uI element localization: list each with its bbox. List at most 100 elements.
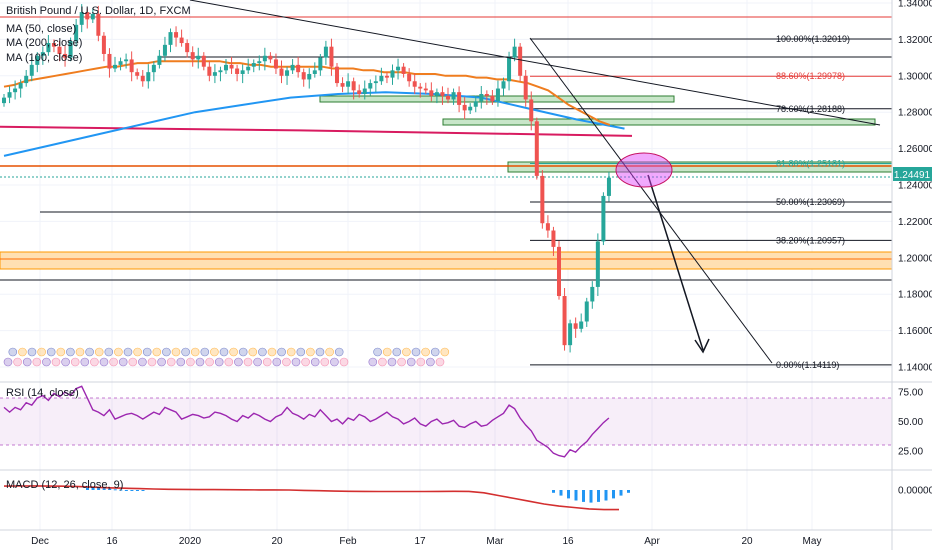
event-marker — [42, 357, 51, 367]
macd-hist-bar — [86, 485, 89, 490]
candle-body — [13, 88, 18, 93]
candle-body — [273, 59, 278, 69]
candle-body — [418, 86, 423, 89]
candle-body — [529, 99, 534, 122]
fibonacci-retracement[interactable]: 100.00%(1.32019) 88.60%(1.29978) 78.60%(1.… — [530, 34, 892, 370]
legend: British Pound / U.S. Dollar, 1D, FXCM MA… — [6, 5, 191, 491]
macd-hist-bar — [108, 488, 112, 490]
fib-level-label: 61.80%(1.25181) — [776, 159, 845, 169]
ma50-legend: MA (50, close) — [6, 23, 76, 35]
event-marker — [392, 347, 402, 357]
event-marker — [435, 357, 445, 367]
event-marker — [80, 357, 90, 367]
price-candles — [2, 4, 611, 353]
candle-body — [368, 83, 373, 89]
event-marker — [152, 347, 162, 357]
candle-body — [540, 175, 545, 224]
candle-body — [579, 321, 584, 329]
event-marker — [339, 357, 349, 367]
time-tick-label: 16 — [562, 536, 574, 547]
ma200-line — [3, 91, 625, 157]
event-marker — [238, 347, 248, 357]
event-marker — [32, 357, 42, 367]
event-marker — [138, 357, 147, 367]
candle-body — [323, 46, 328, 58]
event-marker — [133, 347, 142, 357]
candle-body — [40, 52, 45, 56]
candle-body — [196, 55, 201, 60]
price-tick-label: 1.34000 — [898, 0, 932, 10]
candle-body — [412, 81, 417, 87]
candle-body — [479, 94, 484, 102]
event-marker — [214, 357, 224, 367]
event-marker — [416, 357, 426, 367]
macd-hist-bar — [604, 490, 608, 501]
candle-body — [351, 81, 356, 91]
event-marker — [229, 347, 238, 357]
candle-body — [18, 83, 23, 89]
candle-body — [457, 92, 462, 105]
candle-body — [307, 73, 312, 80]
event-marker — [411, 347, 421, 357]
candle-body — [562, 296, 567, 346]
candle-body — [390, 70, 395, 78]
macd-hist-bar — [135, 490, 139, 491]
orange-zone — [0, 251, 892, 270]
event-marker — [382, 347, 392, 357]
rsi-tick-label: 50.00 — [898, 417, 923, 428]
candle-body — [296, 64, 301, 73]
candle-body — [113, 64, 117, 69]
price-axis[interactable]: 1.34000 1.32000 1.30000 1.28000 1.26000 1.240… — [898, 0, 932, 374]
rsi-tick-label: 75.00 — [898, 388, 923, 399]
event-marker — [258, 347, 267, 357]
price-tick-label: 1.28000 — [898, 108, 932, 119]
candle-body — [29, 64, 34, 76]
event-marker — [123, 347, 133, 357]
candle-body — [201, 55, 206, 67]
event-marker — [114, 347, 123, 357]
macd-hist-bar — [141, 490, 145, 491]
macd-histogram — [86, 485, 630, 503]
time-tick-label: 2020 — [179, 536, 202, 547]
event-marker — [243, 357, 253, 367]
event-marker — [320, 357, 330, 367]
candle-body — [340, 83, 345, 87]
candle-body — [118, 61, 123, 65]
candle-body — [507, 57, 512, 82]
candle-body — [312, 70, 317, 74]
event-marker — [147, 357, 157, 367]
event-marker — [325, 347, 334, 357]
candle-body — [224, 64, 228, 71]
event-marker — [402, 347, 411, 357]
macd-hist-bar — [619, 490, 623, 496]
event-marker — [291, 357, 301, 367]
macd-hist-bar — [612, 490, 615, 499]
event-marker — [190, 347, 200, 357]
candle-body — [257, 61, 262, 64]
candle-body — [301, 72, 306, 80]
event-marker — [176, 357, 186, 367]
candle-body — [490, 95, 495, 102]
macd-hist-bar — [597, 490, 600, 502]
event-marker — [8, 347, 18, 357]
ma200-legend: MA (200, close) — [6, 37, 82, 49]
time-axis[interactable]: Dec 16 2020 20 Feb 17 Mar 16 Apr 20 May — [31, 536, 821, 547]
candle-body — [423, 88, 428, 91]
rsi-line — [3, 385, 610, 458]
candle-body — [384, 75, 389, 78]
candle-body — [551, 230, 556, 247]
event-marker — [272, 357, 282, 367]
candle-body — [124, 59, 129, 62]
candle-body — [601, 195, 606, 242]
time-tick-label: 20 — [741, 536, 753, 547]
candle-body — [218, 70, 223, 73]
trend-drawings[interactable] — [189, 0, 881, 364]
event-marker — [397, 357, 406, 367]
candle-body — [101, 35, 106, 54]
event-marker — [181, 347, 190, 357]
candle-body — [174, 32, 179, 38]
event-marker — [421, 347, 430, 357]
event-marker — [426, 357, 435, 367]
event-marker — [286, 347, 296, 357]
